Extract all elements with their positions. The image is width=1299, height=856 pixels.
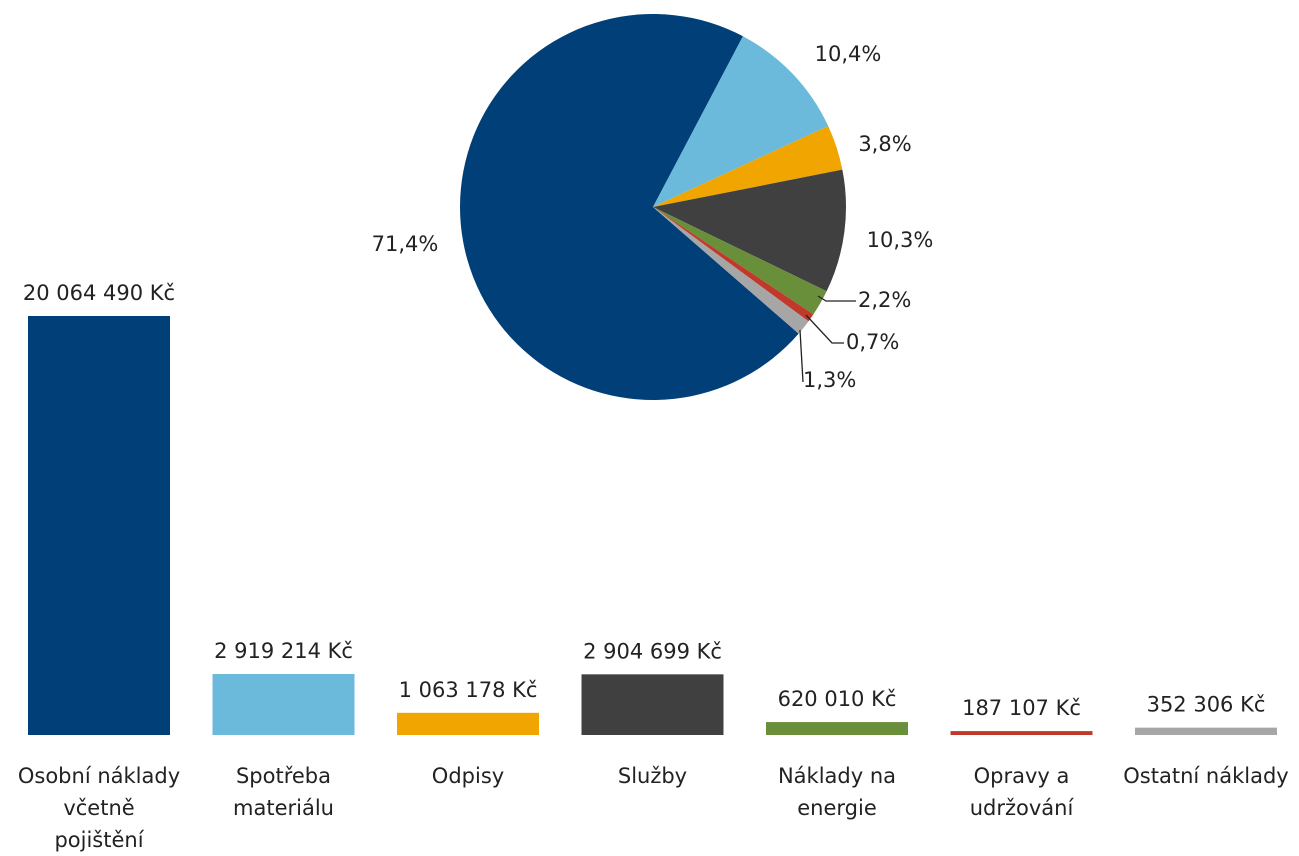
bar [28, 316, 170, 735]
pie-label: 71,4% [372, 232, 439, 256]
pie-slice [653, 36, 829, 207]
pie-slice [653, 126, 843, 207]
bar-value-label: 20 064 490 Kč [23, 281, 175, 305]
bar [1135, 727, 1277, 735]
pie-slice [459, 13, 799, 400]
bar-value-label: 2 904 699 Kč [583, 639, 722, 663]
category-label: Odpisy [431, 764, 505, 788]
bar-value-label: 2 919 214 Kč [214, 639, 353, 663]
bar [581, 674, 724, 735]
pie-slice [653, 207, 814, 322]
bar [397, 712, 539, 735]
bar [212, 674, 355, 735]
leader-line [805, 314, 844, 344]
pie-slice [653, 169, 846, 292]
pie-slice [653, 207, 809, 334]
pie-label: 2,2% [858, 288, 911, 312]
pie-label: 3,8% [858, 132, 911, 156]
bar [766, 722, 908, 735]
leader-line [799, 329, 804, 383]
pie-label: 10,4% [815, 42, 882, 66]
category-label: Náklady na energie [777, 764, 897, 820]
category-label: Služby [617, 764, 688, 788]
bar-value-label: 352 306 Kč [1147, 693, 1266, 717]
bar-value-label: 620 010 Kč [778, 687, 897, 711]
category-label: Spotřeba materiálu [233, 764, 334, 820]
pie-label: 1,3% [803, 368, 856, 392]
pie-label: 10,3% [867, 228, 934, 252]
category-label: Opravy a udržování [969, 764, 1074, 820]
leader-line [817, 295, 856, 302]
pie-slice [653, 207, 827, 315]
category-label: Osobní náklady včetně pojištění [17, 764, 181, 852]
pie-label: 0,7% [846, 330, 899, 354]
bar [950, 731, 1093, 735]
bar-value-label: 1 063 178 Kč [399, 678, 538, 702]
category-label: Ostatní náklady [1123, 764, 1289, 788]
bar-value-label: 187 107 Kč [962, 696, 1081, 720]
